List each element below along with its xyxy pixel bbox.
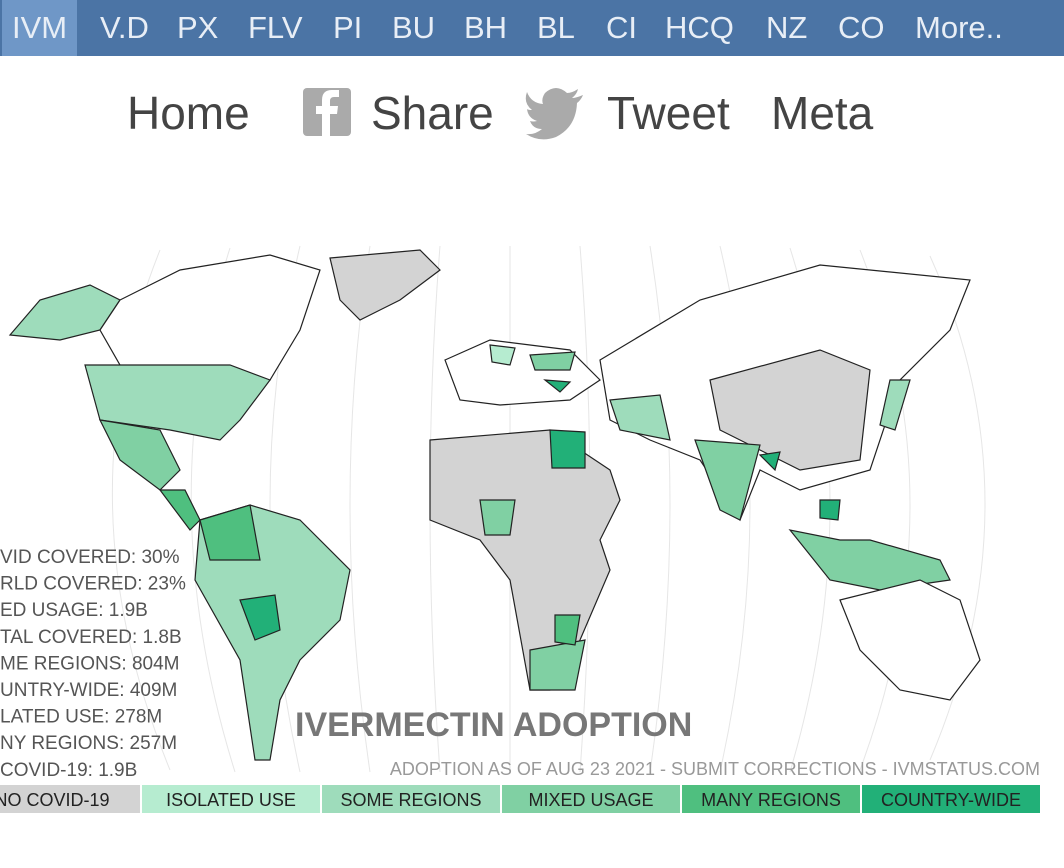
stat-line: RLD COVERED: 23% [0, 574, 186, 595]
nav-tab[interactable]: More.. [915, 10, 1003, 45]
nav-tab[interactable]: PX [177, 10, 219, 45]
nav-tab[interactable]: FLV [248, 10, 303, 45]
legend-swatch [142, 785, 320, 813]
nav-bar: IVM V.D PX FLV PI BU BH BL CI HCQ NZ CO More.. [0, 0, 1064, 56]
stat-line: COVID-19: 1.9B [0, 760, 137, 781]
nav-tab[interactable]: BH [464, 10, 508, 45]
nav-tab[interactable]: BL [537, 10, 575, 45]
legend-label: ISOLATED USE [166, 790, 296, 810]
legend-swatch [502, 785, 680, 813]
nav-tab[interactable]: HCQ [665, 10, 734, 45]
map-note: ADOPTION AS OF AUG 23 2021 - SUBMIT CORR… [390, 759, 1040, 779]
legend-swatch [862, 785, 1040, 813]
stat-line: ME REGIONS: 804M [0, 653, 180, 674]
nav-tab[interactable]: IVM [2, 0, 78, 56]
stat-line: NY REGIONS: 257M [0, 733, 177, 754]
legend-swatch [682, 785, 860, 813]
nav-tab[interactable]: CO [838, 10, 885, 45]
nav-tab[interactable]: V.D [100, 10, 149, 45]
land [8, 249, 981, 761]
link[interactable]: Meta [771, 87, 874, 139]
legend-label: NO COVID-19 [0, 790, 110, 810]
nav-tab[interactable]: BU [392, 10, 436, 45]
stat-line: UNTRY-WIDE: 409M [0, 680, 177, 701]
legend-label: COUNTRY-WIDE [881, 790, 1021, 810]
stat-line: VID COVERED: 30% [0, 547, 180, 568]
facebook-f [316, 90, 339, 136]
link[interactable]: Share [371, 87, 494, 139]
twitter-icon [525, 88, 583, 140]
legend-label: MANY REGIONS [701, 790, 841, 810]
legend-swatch [0, 785, 140, 813]
legend-swatch [322, 785, 500, 813]
map-title: IVERMECTIN ADOPTION [295, 706, 692, 744]
stat-line: ED USAGE: 1.9B [0, 600, 148, 621]
stat-line: LATED USE: 278M [0, 707, 162, 728]
nav-tab[interactable]: NZ [766, 10, 808, 45]
nav-tab[interactable]: PI [333, 10, 363, 45]
nav-tab[interactable]: CI [606, 10, 637, 45]
link[interactable]: Home [127, 87, 250, 139]
stat-line: TAL COVERED: 1.8B [0, 627, 182, 648]
link[interactable]: Tweet [607, 87, 730, 139]
legend-label: MIXED USAGE [528, 790, 653, 810]
legend-label: SOME REGIONS [340, 790, 481, 810]
